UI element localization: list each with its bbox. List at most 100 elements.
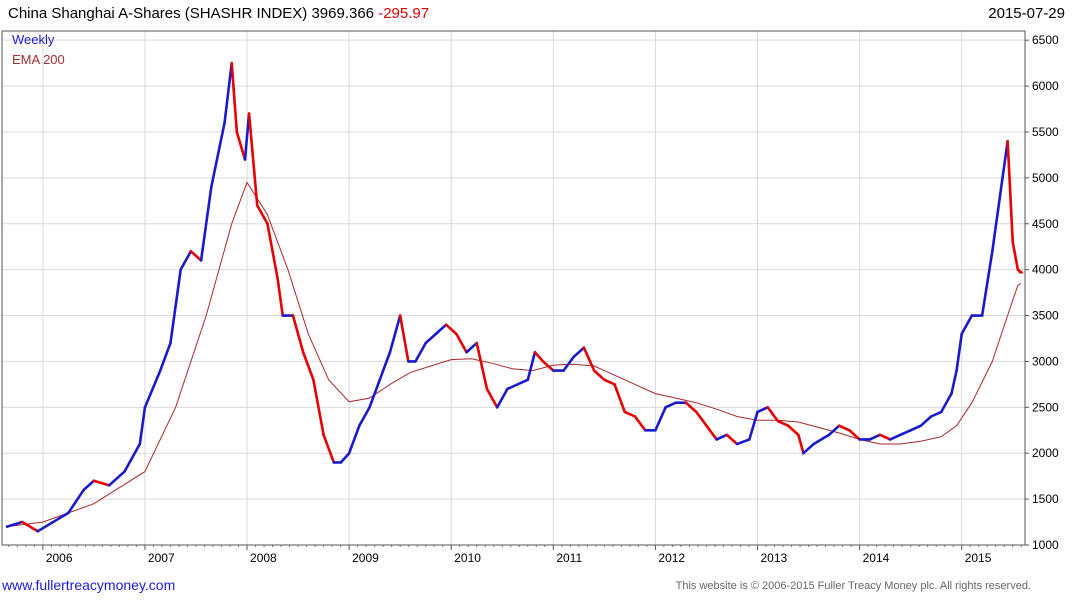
weekly-price-segment <box>812 433 831 446</box>
x-tick-label: 2012 <box>658 551 685 565</box>
weekly-price-segment <box>582 346 596 372</box>
weekly-price-segment <box>388 314 402 354</box>
weekly-price-segment <box>705 424 718 441</box>
weekly-price-segment <box>919 415 933 427</box>
weekly-price-segment <box>312 378 325 437</box>
weekly-price-segment <box>748 410 759 441</box>
y-tick-label: 6500 <box>1032 33 1059 47</box>
weekly-price-segment <box>368 378 382 409</box>
chart-date: 2015-07-29 <box>988 5 1065 22</box>
x-tick-label: 2010 <box>454 551 481 565</box>
y-tick-label: 4000 <box>1032 263 1059 277</box>
weekly-price-segment <box>301 350 315 382</box>
weekly-price-segment <box>1011 240 1020 271</box>
weekly-price-segment <box>209 121 226 189</box>
legend-weekly: Weekly <box>12 32 55 47</box>
weekly-price-segment <box>541 360 555 372</box>
weekly-price-segment <box>143 369 162 409</box>
x-tick-label: 2008 <box>250 551 277 565</box>
weekly-price-segment <box>786 424 800 437</box>
weekly-price-segment <box>255 204 269 226</box>
weekly-price-segment <box>868 433 882 441</box>
y-tick-label: 2500 <box>1032 400 1059 414</box>
weekly-price-segment <box>562 355 576 372</box>
weekly-price-segment <box>107 470 126 487</box>
weekly-price-segment <box>455 332 468 354</box>
y-tick-label: 3000 <box>1032 354 1059 368</box>
weekly-price-segment <box>247 112 259 207</box>
x-tick-label: 2015 <box>965 551 992 565</box>
index-name-and-value: China Shanghai A-Shares (SHASHR INDEX) 3… <box>8 5 375 22</box>
weekly-price-segment <box>613 383 627 414</box>
weekly-price-segment <box>654 406 667 432</box>
weekly-price-segment <box>158 341 172 372</box>
weekly-price-segment <box>592 369 606 382</box>
ema-200-line <box>7 181 1022 528</box>
y-tick-label: 2000 <box>1032 446 1059 460</box>
weekly-price-segment <box>235 130 247 161</box>
weekly-price-segment <box>735 438 751 446</box>
y-tick-label: 5500 <box>1032 125 1059 139</box>
weekly-price-segment <box>516 378 530 386</box>
x-tick-label: 2009 <box>352 551 379 565</box>
weekly-price-segment <box>899 428 912 437</box>
website-link[interactable]: www.fullertreacymoney.com <box>2 577 176 593</box>
weekly-price-segment <box>756 406 770 414</box>
weekly-price-segment <box>339 451 351 464</box>
weekly-price-segment <box>715 433 729 441</box>
y-tick-label: 4500 <box>1032 217 1059 231</box>
weekly-price-segment <box>189 249 203 262</box>
weekly-price-segment <box>51 511 70 524</box>
x-tick-label: 2006 <box>46 551 73 565</box>
weekly-price-segment <box>444 323 458 336</box>
weekly-price-segment <box>878 433 892 441</box>
weekly-price-segment <box>888 433 902 441</box>
x-tick-label: 2013 <box>761 551 788 565</box>
weekly-price-segment <box>266 222 279 281</box>
weekly-price-segment <box>533 350 545 363</box>
weekly-price-segment <box>664 401 678 409</box>
weekly-price-segment <box>378 350 392 382</box>
weekly-price-segment <box>991 176 1004 253</box>
weekly-price-segment <box>434 323 448 336</box>
weekly-price-segment <box>694 410 708 427</box>
weekly-price-segment <box>603 378 616 386</box>
weekly-price-segment <box>138 406 147 446</box>
weekly-price-segment <box>633 415 647 432</box>
weekly-price-segment <box>572 346 586 359</box>
weekly-price-segment <box>414 341 427 363</box>
weekly-price-segment <box>955 332 964 372</box>
weekly-price-segment <box>623 410 637 418</box>
x-tick-label: 2011 <box>556 551 582 565</box>
y-tick-label: 5000 <box>1032 171 1059 185</box>
x-tick-label: 2007 <box>148 551 175 565</box>
weekly-price-segment <box>939 392 953 414</box>
weekly-price-segment <box>230 61 239 134</box>
weekly-price-segment <box>36 520 55 533</box>
weekly-price-segment <box>424 332 438 345</box>
weekly-price-segment <box>358 406 371 427</box>
y-tick-label: 3500 <box>1032 309 1059 323</box>
weekly-price-segment <box>776 419 790 427</box>
weekly-price-segment <box>802 442 815 455</box>
weekly-price-segment <box>684 401 698 414</box>
weekly-price-segment <box>67 488 85 515</box>
weekly-price-segment <box>929 410 943 418</box>
weekly-price-segment <box>909 424 923 432</box>
y-tick-label: 1000 <box>1032 538 1059 552</box>
chart-title: China Shanghai A-Shares (SHASHR INDEX) 3… <box>8 5 429 22</box>
price-change: -295.97 <box>378 5 430 22</box>
y-tick-label: 1500 <box>1032 492 1059 506</box>
weekly-price-segment <box>495 387 509 409</box>
y-tick-label: 6000 <box>1032 79 1059 93</box>
weekly-price-segment <box>465 341 479 354</box>
weekly-price-segment <box>506 383 519 391</box>
weekly-price-segment <box>291 314 305 354</box>
weekly-price-segment <box>92 479 111 487</box>
weekly-price-segment <box>848 428 861 441</box>
weekly-price-segment <box>179 249 193 271</box>
weekly-price-segment <box>475 341 489 391</box>
weekly-price-segment <box>82 479 96 492</box>
plot-frame <box>1 30 1026 546</box>
